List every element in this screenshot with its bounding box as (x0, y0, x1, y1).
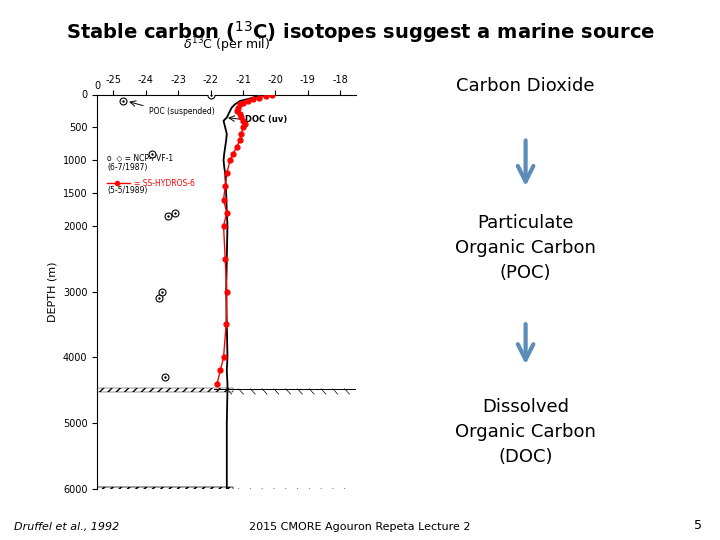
Text: Carbon Dioxide: Carbon Dioxide (456, 77, 595, 96)
Text: (5-5/1989): (5-5/1989) (107, 186, 148, 195)
Text: 5: 5 (694, 519, 702, 532)
Text: Dissolved
Organic Carbon
(DOC): Dissolved Organic Carbon (DOC) (455, 398, 596, 466)
X-axis label: $\delta^{13}$C (per mil): $\delta^{13}$C (per mil) (183, 36, 271, 56)
Text: Particulate
Organic Carbon
(POC): Particulate Organic Carbon (POC) (455, 214, 596, 282)
Text: DOC (uv): DOC (uv) (245, 115, 287, 124)
Text: (6-7/1987): (6-7/1987) (107, 163, 148, 172)
Text: o  ◇ = NCP-FVF-1: o ◇ = NCP-FVF-1 (107, 153, 173, 162)
Text: Druffel et al., 1992: Druffel et al., 1992 (14, 522, 120, 532)
Text: 0: 0 (94, 80, 100, 91)
Text: 2015 CMORE Agouron Repeta Lecture 2: 2015 CMORE Agouron Repeta Lecture 2 (249, 522, 471, 532)
Text: = SS-HYDROS-6: = SS-HYDROS-6 (135, 179, 195, 188)
Text: POC (suspended): POC (suspended) (149, 107, 215, 116)
Text: Stable carbon ($^{13}$C) isotopes suggest a marine source: Stable carbon ($^{13}$C) isotopes sugges… (66, 19, 654, 45)
Y-axis label: DEPTH (m): DEPTH (m) (48, 261, 58, 322)
